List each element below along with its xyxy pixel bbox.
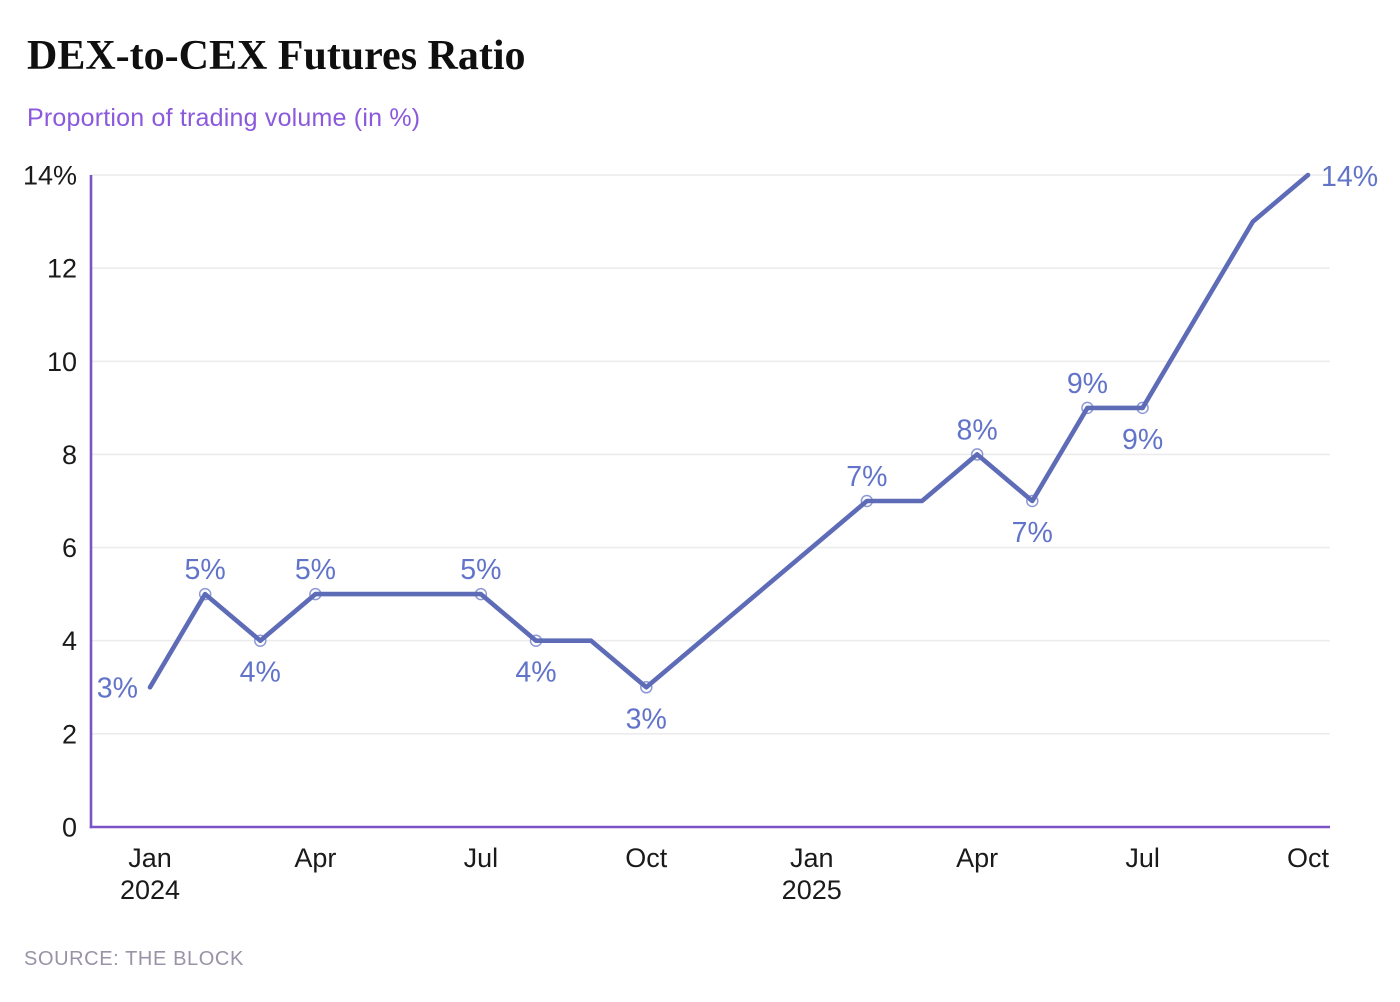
x-axis-label: Jul: [1125, 843, 1160, 873]
page-title: DEX-to-CEX Futures Ratio: [27, 33, 526, 79]
x-axis-label: Jan: [790, 843, 834, 873]
x-axis-label: Apr: [956, 843, 998, 873]
y-axis-label: 0: [62, 813, 77, 843]
data-point-label: 5%: [295, 554, 336, 586]
series-line: [147, 172, 1311, 690]
y-axis-label: 2: [62, 719, 77, 749]
data-point-label: 3%: [97, 672, 138, 704]
data-point-label: 5%: [185, 554, 226, 586]
data-point-label: 3%: [626, 703, 667, 735]
chart-subtitle: Proportion of trading volume (in %): [27, 104, 421, 132]
source-attribution: SOURCE: THE BLOCK: [24, 948, 244, 970]
x-axis-label: Jan: [128, 843, 172, 873]
y-axis-label: 8: [62, 440, 77, 470]
data-point-label: 7%: [846, 461, 887, 493]
data-point-label: 9%: [1122, 424, 1163, 456]
data-point-label: 5%: [460, 554, 501, 586]
data-point-label: 4%: [240, 657, 281, 689]
x-axis-label: Jul: [464, 843, 499, 873]
data-point-label: 14%: [1321, 161, 1378, 193]
x-axis-label: Oct: [1287, 843, 1330, 873]
data-point-label: 4%: [515, 657, 556, 689]
data-point-label: 9%: [1067, 368, 1108, 400]
x-axis-year-label: 2025: [782, 875, 842, 905]
data-point-label: 7%: [1012, 517, 1053, 549]
y-axis-label: 4: [62, 626, 77, 656]
x-axis-label: Apr: [294, 843, 336, 873]
y-axis-label: 10: [47, 347, 77, 377]
y-axis-label: 14%: [23, 161, 77, 191]
y-axis-label: 12: [47, 254, 77, 284]
y-axis-label: 6: [62, 533, 77, 563]
x-axis-label: Oct: [625, 843, 668, 873]
data-point-label: 8%: [957, 414, 998, 446]
x-axis-year-label: 2024: [120, 875, 180, 905]
